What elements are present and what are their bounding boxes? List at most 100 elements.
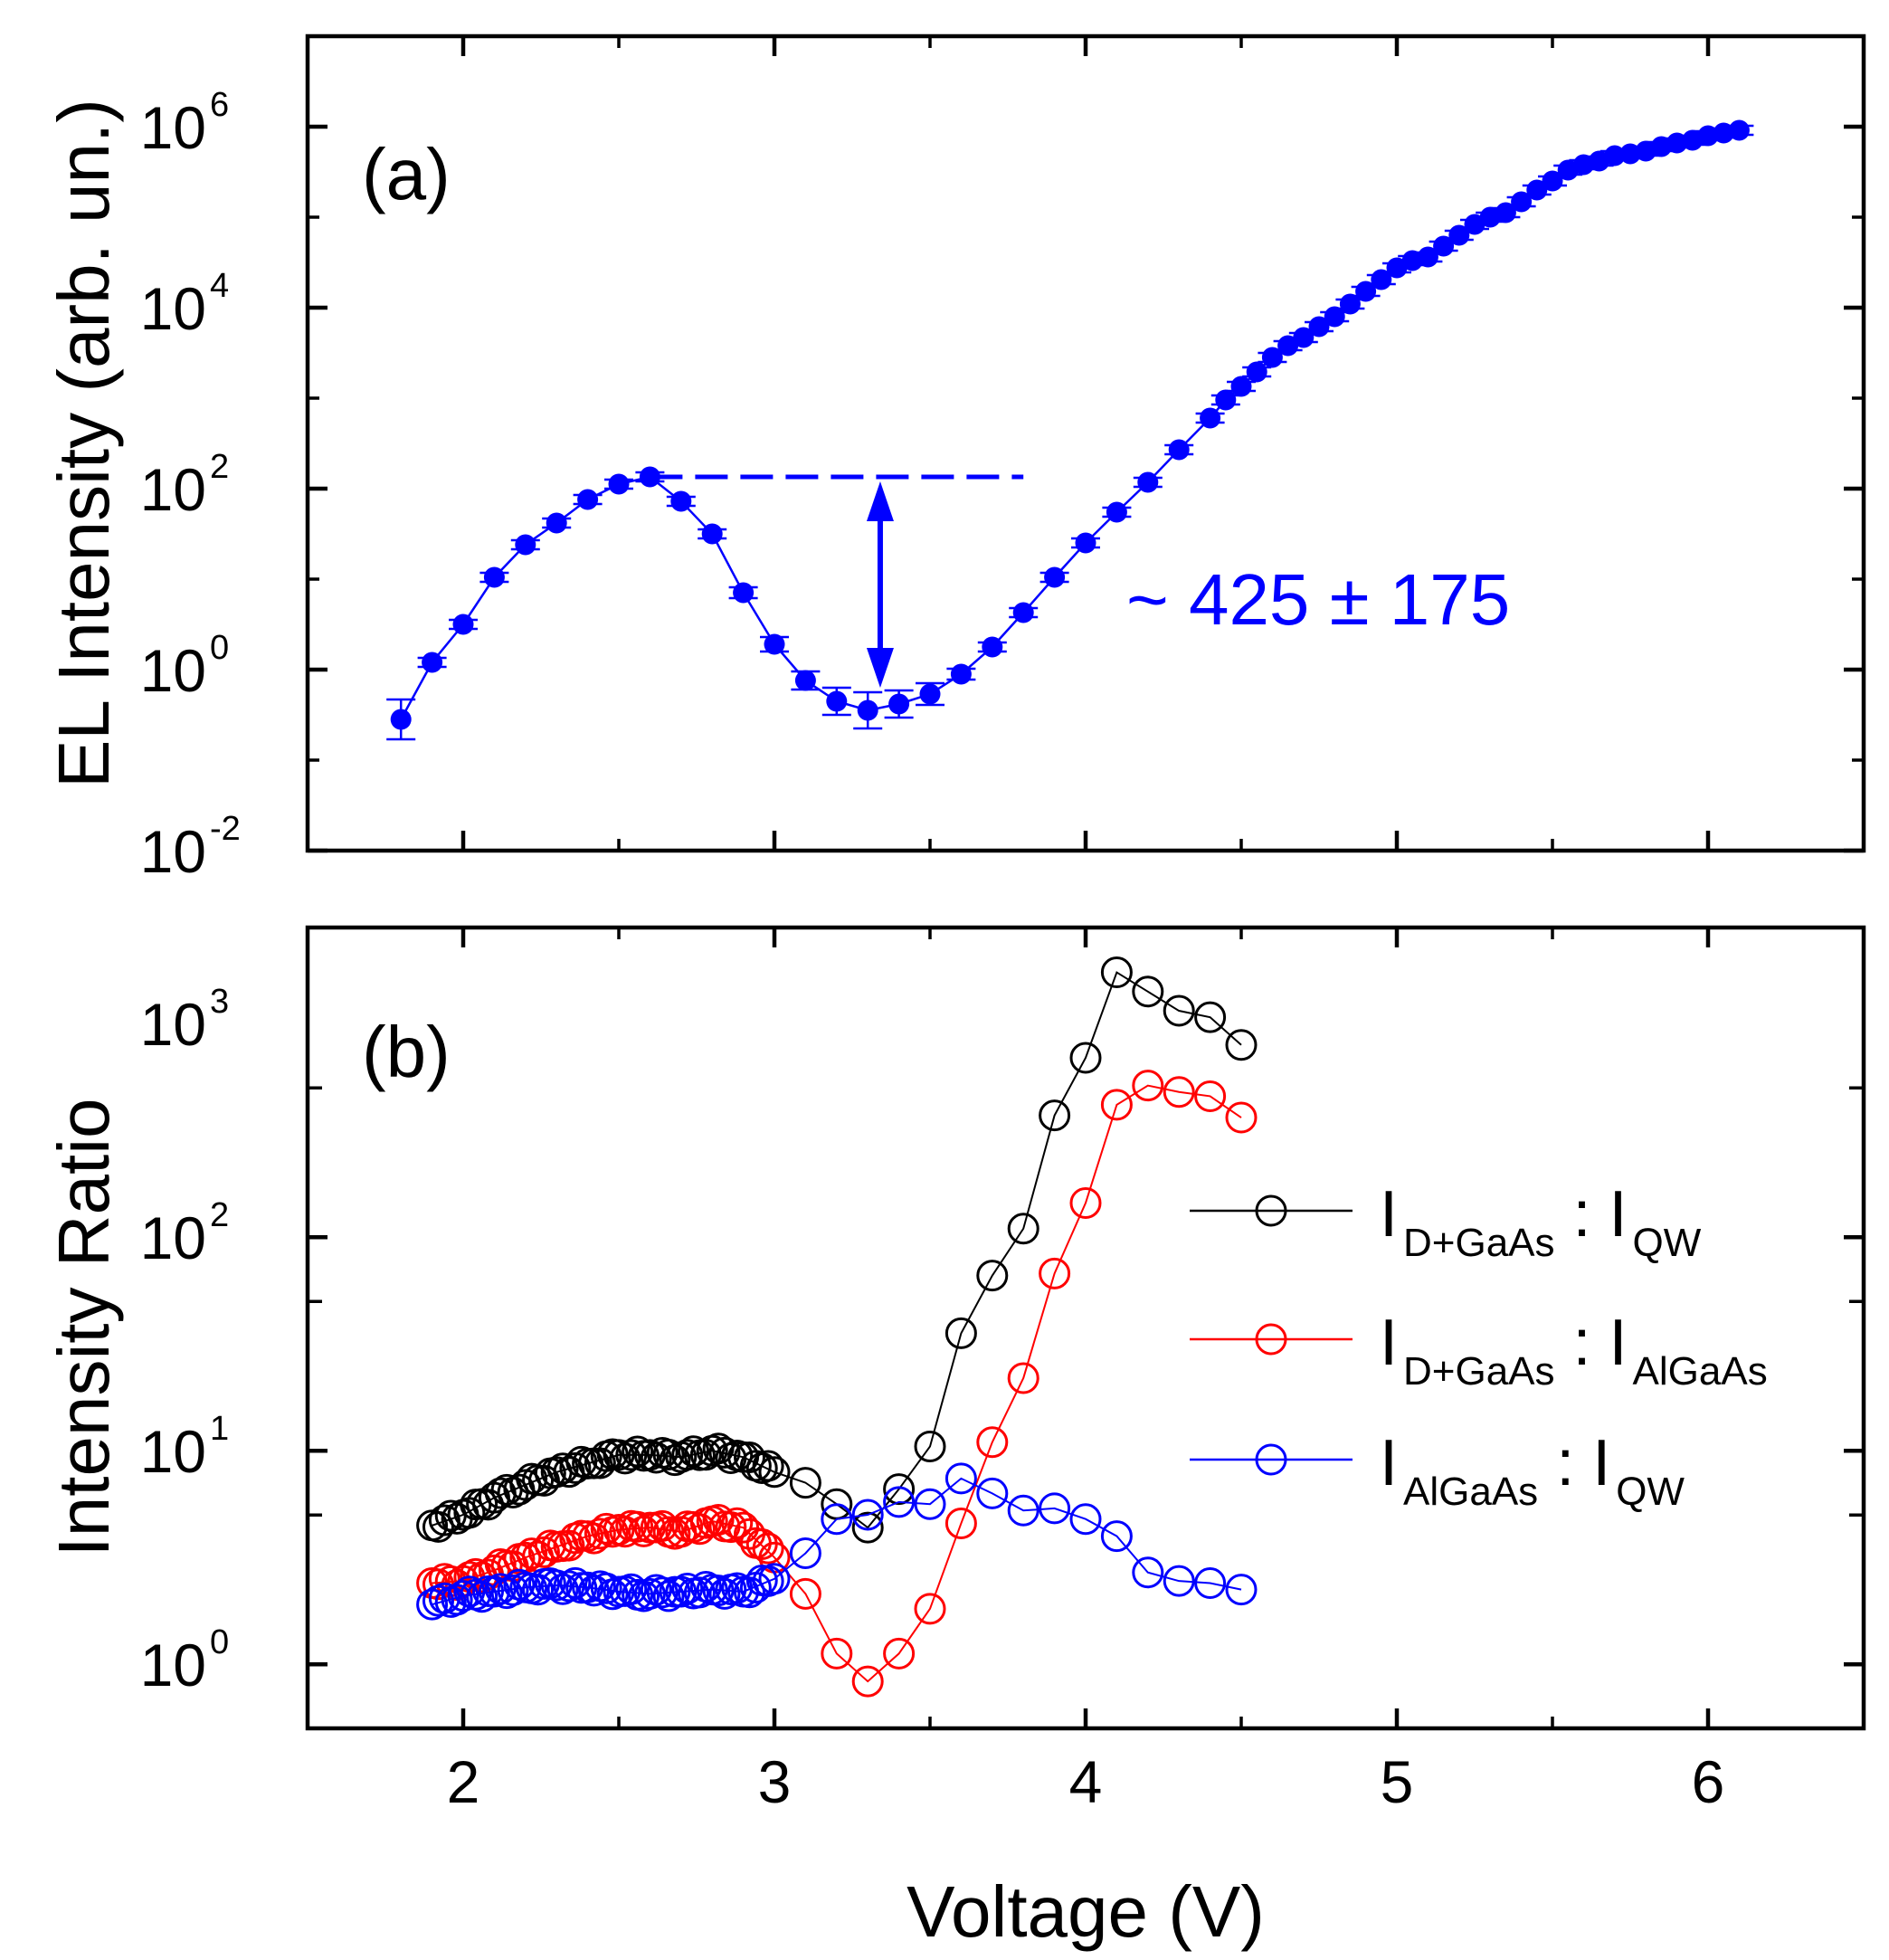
panel-b-data-point [851,1499,884,1531]
panel-b-data-point [1039,1492,1071,1525]
panel-b-data-point [944,1317,977,1349]
panel-a-data-point [1324,306,1345,328]
panel-b-data-point [484,1573,517,1605]
panel-a-data-point [1495,202,1516,224]
panel-b-data-point [1007,1494,1039,1527]
panel-b-data-point [733,1441,765,1474]
panel-a-data-point [1697,125,1719,147]
panel-a-double-arrow [866,481,894,688]
panel-b-data-point [559,1566,592,1599]
panel-a-data-point [1511,191,1533,213]
panel-b-data-point [851,1511,884,1544]
panel-a-data-point [1230,376,1252,397]
panel-a-data-point [1371,269,1392,290]
panel-b-data-point [752,1450,784,1482]
panel-a-data-point [1433,235,1455,257]
panel-a-data-point [982,636,1003,658]
legend-label: I AlGaAs : I QW [1380,1427,1685,1514]
panel-a-data-point [1308,316,1330,338]
panel-a-arrow-head-up [866,481,894,521]
panel-b-data-point [1007,1213,1039,1245]
panel-a-data-point [1666,132,1688,154]
panel-a-data-point [1339,293,1361,315]
panel-b-data-point [1100,1520,1133,1553]
panel-b-y-tick-exponent: 1 [210,1410,229,1448]
panel-b-data-point [447,1580,479,1613]
panel-b-data-point [976,1260,1009,1292]
panel-a-data-point [1215,389,1237,411]
panel-b-data-point [590,1572,622,1604]
panel-b-data-point [671,1439,704,1471]
panel-a-data-point [826,690,848,712]
panel-b-data-point [497,1574,529,1606]
panel-b-data-point [665,1575,698,1608]
panel-b-data-point [540,1569,573,1602]
panel-b-data-point [1132,975,1164,1008]
panel-a-data-point [639,466,660,488]
panel-b-data-point [572,1571,604,1603]
panel-b-x-tick-label: 2 [447,1748,480,1815]
panel-a-y-tick-exponent: -2 [210,810,241,848]
panel-a-data-point [950,663,972,685]
panel-b-data-point [1132,1556,1164,1589]
legend-entry-2: I AlGaAs : I QW [1190,1427,1685,1514]
panel-a-data-point [546,512,567,534]
panel-a-data-point [1075,532,1096,554]
panel-b-data-point [652,1439,685,1471]
panel-b-data-point [553,1570,585,1603]
panel-a-y-ticks [308,34,1864,853]
panel-b-x-tick-label: 5 [1381,1748,1414,1815]
panel-b-data-point [702,1575,735,1607]
panel-a-data-point [452,614,474,635]
panel-a-data-point [390,709,412,730]
panel-b-data-point [1194,1567,1227,1600]
panel-b-data-point [758,1456,791,1489]
panel-b-data-point [652,1580,685,1613]
panel-b-data-point [1163,994,1195,1027]
legend-label: I D+GaAs : I AlGaAs [1380,1307,1768,1394]
panel-a-data-point [1572,154,1594,176]
panel-a-label: (a) [362,134,451,214]
panel-a-data-point [1137,471,1159,493]
panel-a-y-tick-exponent: 0 [210,629,229,667]
panel-b-y-axis-title: Intensity Ratio [43,1099,124,1557]
legend-marker [1255,1323,1287,1356]
panel-a-data-point [733,582,755,604]
panel-a-arrow-head-down [866,648,894,688]
panel-a-y-tick-exponent: 2 [210,448,229,486]
panel-a-data-point [1417,246,1438,268]
panel-b-y-tick-base: 10 [140,991,206,1058]
panel-b-data-point [628,1515,660,1547]
panel-b-data-point [559,1451,592,1484]
panel-b-data-point [1194,1001,1227,1033]
legend-marker [1255,1443,1287,1476]
panel-b-data-point [1132,1070,1164,1102]
panel-a-data-point [1464,214,1486,235]
panel-a-series-path [400,128,1740,720]
panel-b-y-tick-exponent: 0 [210,1623,229,1661]
panel-a-data-point [701,523,723,545]
panel-b-data-point [640,1441,672,1474]
panel-b-data-point [752,1532,784,1565]
panel-b-data-point [914,1593,946,1625]
panel-b-x-tick-labels: 2 3 4 5 6 [447,1748,1725,1815]
panel-a-y-tick-exponent: 4 [210,267,229,305]
panel-b-data-point [1163,1565,1195,1597]
panel-b-data-point [1194,1080,1227,1112]
panel-b-data-point [1007,1362,1039,1394]
panel-b-data-point [584,1518,616,1550]
panel-a-data-point [1106,501,1127,523]
legend-marker [1255,1194,1287,1227]
panel-a-data-point [422,652,443,673]
panel-b-x-ticks [460,928,1711,1728]
panel-a-data-point [1526,179,1548,201]
panel-b-data-point [1225,1101,1258,1134]
panel-b-data-point [721,1572,754,1604]
panel-a-y-axis-title: EL Intensity (arb. un.) [43,99,124,788]
panel-b-data-point [1039,1257,1071,1289]
panel-a-y-tick-base: 10 [140,456,206,523]
panel-b-data-point [789,1467,821,1499]
